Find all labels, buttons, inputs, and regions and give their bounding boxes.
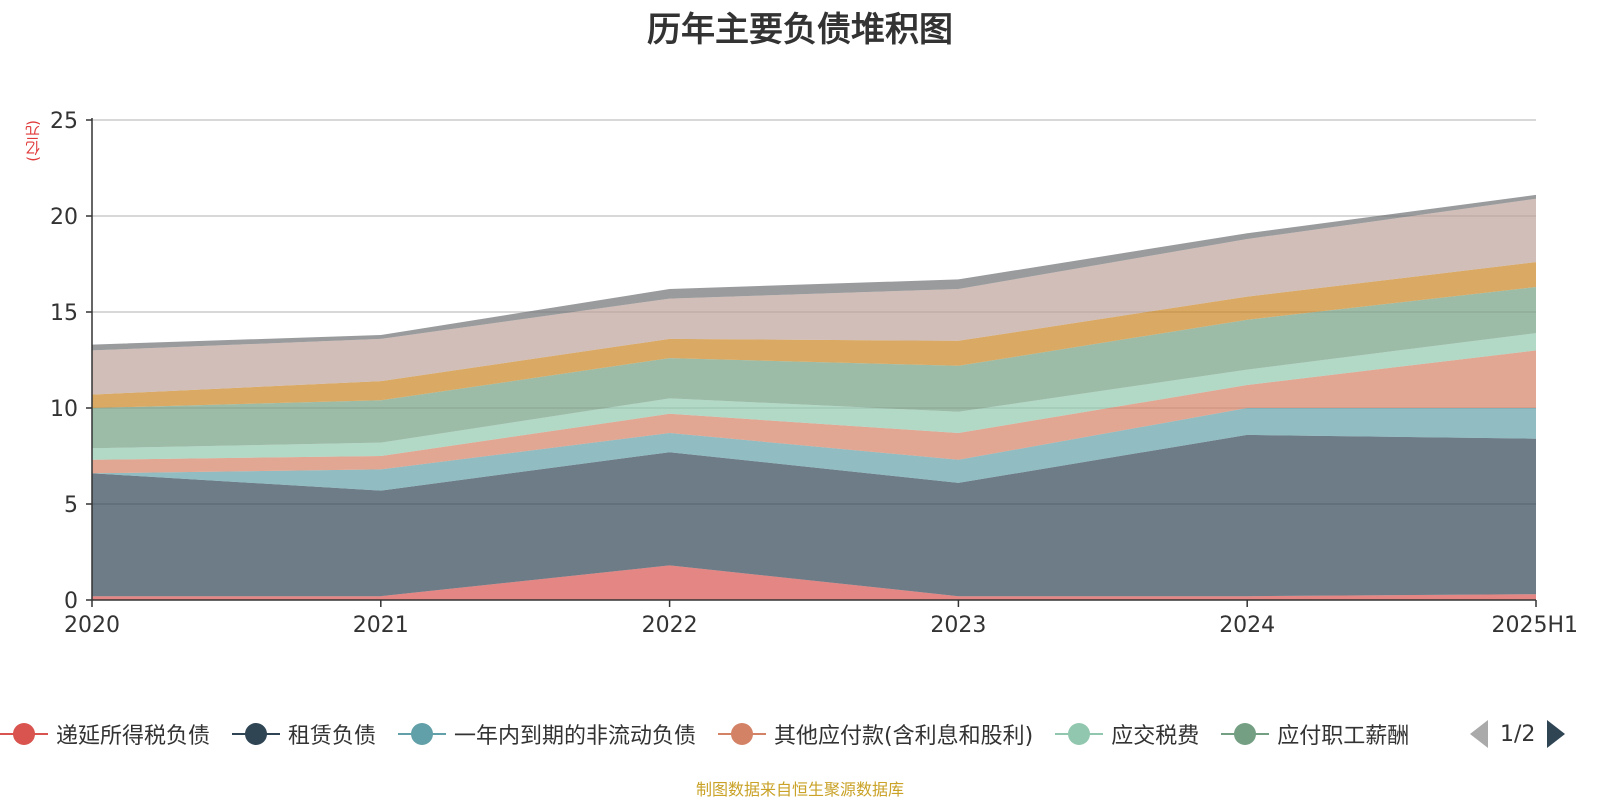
legend-item-2[interactable]: 一年内到期的非流动负债 xyxy=(398,718,696,750)
x-tick-label: 2022 xyxy=(642,613,698,638)
area-series-6 xyxy=(92,262,1536,408)
area-series-2 xyxy=(92,408,1536,491)
y-tick-label: 15 xyxy=(50,301,78,326)
y-tick-label: 20 xyxy=(50,205,78,230)
x-tick-label: 2024 xyxy=(1219,613,1275,638)
legend-item-5[interactable]: 应付职工薪酬 xyxy=(1221,718,1409,750)
legend-item-label: 其他应付款(含利息和股利) xyxy=(774,724,1034,749)
x-tick-label: 2023 xyxy=(930,613,986,638)
axes: 0 5 10 15 20 25 2020 2021 2022 2023 2024 2025H1 xyxy=(50,109,1578,638)
legend-marker-icon xyxy=(232,722,281,746)
x-tick-label: 2025H1 xyxy=(1491,613,1578,638)
area-series-5 xyxy=(92,287,1536,449)
area-series-0 xyxy=(92,565,1536,600)
area-series-1 xyxy=(92,434,1536,597)
legend-marker-icon xyxy=(1055,722,1104,746)
legend-prev-page-icon[interactable] xyxy=(1470,720,1488,748)
legend-item-1[interactable]: 租赁负债 xyxy=(232,718,376,750)
legend-item-label: 一年内到期的非流动负债 xyxy=(454,724,697,749)
legend-marker-icon xyxy=(1221,722,1270,746)
x-tick-label: 2020 xyxy=(64,613,120,638)
chart-title: 历年主要负债堆积图 xyxy=(647,10,953,50)
legend-pager: 1/2 xyxy=(1470,716,1566,752)
legend-marker-icon xyxy=(718,722,767,746)
legend-page-indicator: 1/2 xyxy=(1500,721,1536,747)
legend-item-0[interactable]: 递延所得税负债 xyxy=(0,718,210,750)
area-series-7 xyxy=(92,198,1536,395)
legend-next-page-icon[interactable] xyxy=(1547,720,1566,748)
legend-marker-icon xyxy=(0,722,48,746)
legend-item-label: 递延所得税负债 xyxy=(56,724,211,749)
legend-marker-icon xyxy=(398,722,447,746)
legend: 递延所得税负债 租赁负债 一年内到期的非流动负债 其他应付款(含利息和股利) 应交税费 应… xyxy=(0,718,1480,754)
x-tick-label: 2021 xyxy=(353,613,409,638)
area-series-4 xyxy=(92,333,1536,460)
y-tick-label: 0 xyxy=(64,589,78,614)
legend-item-label: 租赁负债 xyxy=(288,724,377,749)
data-source-note: 制图数据来自恒生聚源数据库 xyxy=(695,780,904,799)
legend-item-3[interactable]: 其他应付款(含利息和股利) xyxy=(718,718,1033,750)
legend-item-label: 应付职工薪酬 xyxy=(1277,724,1410,749)
area-series-group xyxy=(92,194,1536,600)
y-tick-label: 25 xyxy=(50,109,78,134)
y-tick-label: 10 xyxy=(50,397,78,422)
legend-item-label: 应交税费 xyxy=(1111,724,1200,749)
area-series-3 xyxy=(92,350,1536,474)
legend-item-4[interactable]: 应交税费 xyxy=(1055,718,1199,750)
y-tick-label: 5 xyxy=(64,493,78,518)
